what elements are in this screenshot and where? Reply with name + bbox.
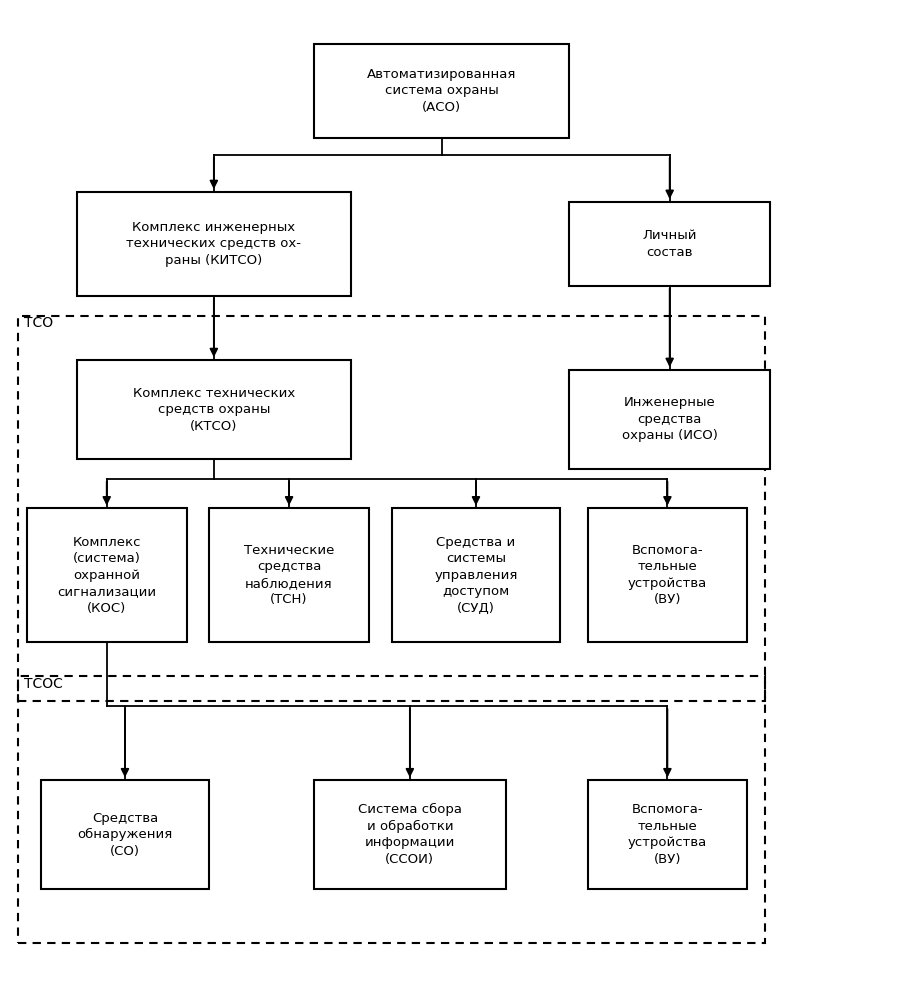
Bar xyxy=(313,781,505,889)
Bar xyxy=(27,508,187,642)
Text: Комплекс технических
средств охраны
(КТСО): Комплекс технических средств охраны (КТС… xyxy=(132,387,295,433)
Text: Комплекс инженерных
технических средств ох-
раны (КИТСО): Комплекс инженерных технических средств … xyxy=(126,221,301,267)
Bar xyxy=(77,192,350,296)
Text: Вспомога-
тельные
устройства
(ВУ): Вспомога- тельные устройства (ВУ) xyxy=(627,804,707,866)
Bar xyxy=(569,202,769,286)
Bar xyxy=(587,508,746,642)
Bar xyxy=(587,781,746,889)
Bar xyxy=(17,676,765,943)
Bar xyxy=(40,781,209,889)
Bar xyxy=(391,508,560,642)
Text: Личный
состав: Личный состав xyxy=(641,229,697,258)
Text: Технические
средства
наблюдения
(ТСН): Технические средства наблюдения (ТСН) xyxy=(244,544,334,606)
Text: ТСОС: ТСОС xyxy=(24,677,63,691)
Bar xyxy=(569,370,769,469)
Text: Средства
обнаружения
(СО): Средства обнаружения (СО) xyxy=(77,812,173,857)
Bar xyxy=(209,508,369,642)
Text: Система сбора
и обработки
информации
(ССОИ): Система сбора и обработки информации (СС… xyxy=(357,804,461,866)
Text: Вспомога-
тельные
устройства
(ВУ): Вспомога- тельные устройства (ВУ) xyxy=(627,544,707,606)
Text: Инженерные
средства
охраны (ИСО): Инженерные средства охраны (ИСО) xyxy=(621,397,717,443)
Text: ТСО: ТСО xyxy=(24,316,53,330)
Bar xyxy=(17,316,765,701)
Text: Автоматизированная
система охраны
(АСО): Автоматизированная система охраны (АСО) xyxy=(367,68,516,114)
Text: Средства и
системы
управления
доступом
(СУД): Средства и системы управления доступом (… xyxy=(434,535,517,614)
Bar xyxy=(313,44,569,138)
Text: Комплекс
(система)
охранной
сигнализации
(КОС): Комплекс (система) охранной сигнализации… xyxy=(57,535,156,614)
Bar xyxy=(77,360,350,459)
